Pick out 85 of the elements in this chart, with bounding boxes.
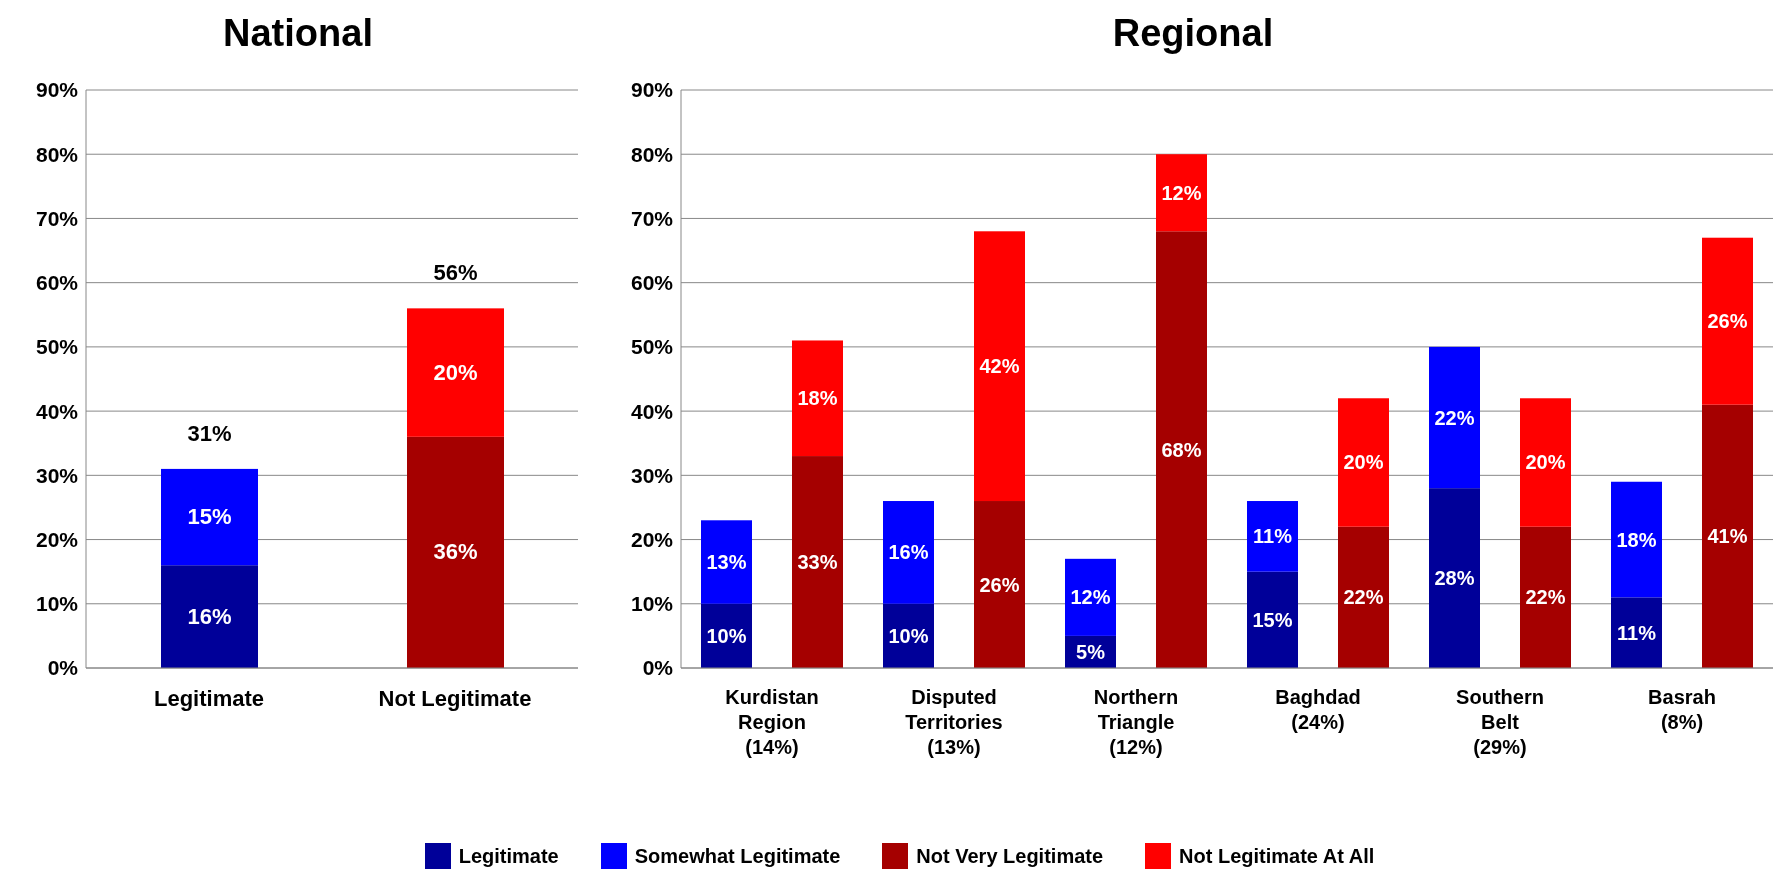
bar <box>1702 404 1753 668</box>
y-tick-label: 70% <box>630 206 674 230</box>
bar <box>883 501 934 604</box>
bar <box>1338 398 1389 527</box>
data-label: 33% <box>797 551 838 574</box>
bar <box>974 231 1025 502</box>
data-label: 10% <box>706 624 747 647</box>
x-tick-label: Southern Belt (29%) <box>1456 686 1544 758</box>
chart-title: Regional <box>1111 12 1275 55</box>
data-label: 68% <box>1161 438 1202 461</box>
y-tick-label: 40% <box>35 399 79 423</box>
data-label: 11% <box>1253 525 1293 548</box>
y-tick-label: 30% <box>35 463 79 487</box>
bar <box>1338 526 1389 668</box>
data-label: 12% <box>1161 181 1202 204</box>
y-tick-label: 60% <box>630 271 674 295</box>
bar <box>792 456 843 668</box>
data-label: 22% <box>1434 406 1475 429</box>
data-label: 13% <box>706 551 747 574</box>
chart-title: National <box>222 12 374 55</box>
bar <box>1065 558 1116 636</box>
legend-label: Somewhat Legitimate <box>634 844 841 868</box>
y-tick-label: 30% <box>630 463 674 487</box>
data-label: 5% <box>1076 640 1106 663</box>
data-label: 41% <box>1707 525 1748 548</box>
data-label: 20% <box>1525 451 1566 474</box>
y-tick-label: 0% <box>47 656 79 680</box>
y-tick-label: 90% <box>630 78 674 102</box>
data-label: 16% <box>888 541 929 564</box>
data-label: 10% <box>888 624 929 647</box>
legend-label: Not Very Legitimate <box>916 844 1104 868</box>
y-tick-label: 10% <box>35 592 79 616</box>
data-label: 26% <box>1707 310 1748 333</box>
x-tick-label: Kurdistan Region (14%) <box>725 686 819 758</box>
y-tick-label: 60% <box>35 271 79 295</box>
bar <box>974 501 1025 668</box>
data-label: 28% <box>1434 567 1475 590</box>
bar <box>1611 597 1662 668</box>
bar <box>1520 526 1571 668</box>
bar <box>1520 398 1571 527</box>
data-label: 36% <box>433 539 478 565</box>
y-tick-label: 40% <box>630 399 674 423</box>
y-tick-label: 20% <box>35 528 79 552</box>
bar <box>1156 154 1207 232</box>
bar <box>1611 481 1662 598</box>
y-tick-label: 20% <box>630 528 674 552</box>
x-tick-label: Northern Triangle (12%) <box>1093 686 1179 758</box>
data-label: 12% <box>1070 586 1111 609</box>
x-tick-label: Basrah (8%) <box>1648 686 1716 733</box>
data-label: 11% <box>1617 621 1657 644</box>
bar <box>1247 571 1298 668</box>
x-tick-label: Disputed Territories (13%) <box>905 686 1003 758</box>
data-label: 22% <box>1525 586 1566 609</box>
x-tick-label: Not Legitimate <box>378 686 532 711</box>
data-label: 20% <box>433 359 478 385</box>
total-label: 31% <box>187 420 232 446</box>
data-label: 42% <box>979 355 1020 378</box>
y-tick-label: 50% <box>630 335 674 359</box>
legend-label: Legitimate <box>458 844 559 868</box>
legend-label: Not Legitimate At All <box>1179 844 1375 868</box>
bar <box>1247 501 1298 572</box>
data-label: 20% <box>1343 451 1384 474</box>
x-tick-label: Legitimate <box>153 686 265 711</box>
y-tick-label: 70% <box>35 206 79 230</box>
y-tick-label: 50% <box>35 335 79 359</box>
y-tick-label: 0% <box>642 656 674 680</box>
bar <box>792 340 843 457</box>
data-label: 26% <box>979 573 1020 596</box>
y-tick-label: 80% <box>630 142 674 166</box>
data-label: 15% <box>187 504 232 530</box>
x-tick-label: Baghdad (24%) <box>1275 686 1361 733</box>
bar <box>1429 488 1480 668</box>
bar <box>1429 346 1480 489</box>
y-tick-label: 90% <box>35 78 79 102</box>
data-label: 18% <box>1616 528 1657 551</box>
bar <box>701 520 752 604</box>
data-label: 22% <box>1343 586 1384 609</box>
y-tick-label: 10% <box>630 592 674 616</box>
data-label: 18% <box>797 387 838 410</box>
bar <box>1156 231 1207 668</box>
data-label: 16% <box>187 603 232 629</box>
bar <box>1702 237 1753 405</box>
total-label: 56% <box>433 260 478 286</box>
data-label: 15% <box>1252 608 1293 631</box>
y-tick-label: 80% <box>35 142 79 166</box>
